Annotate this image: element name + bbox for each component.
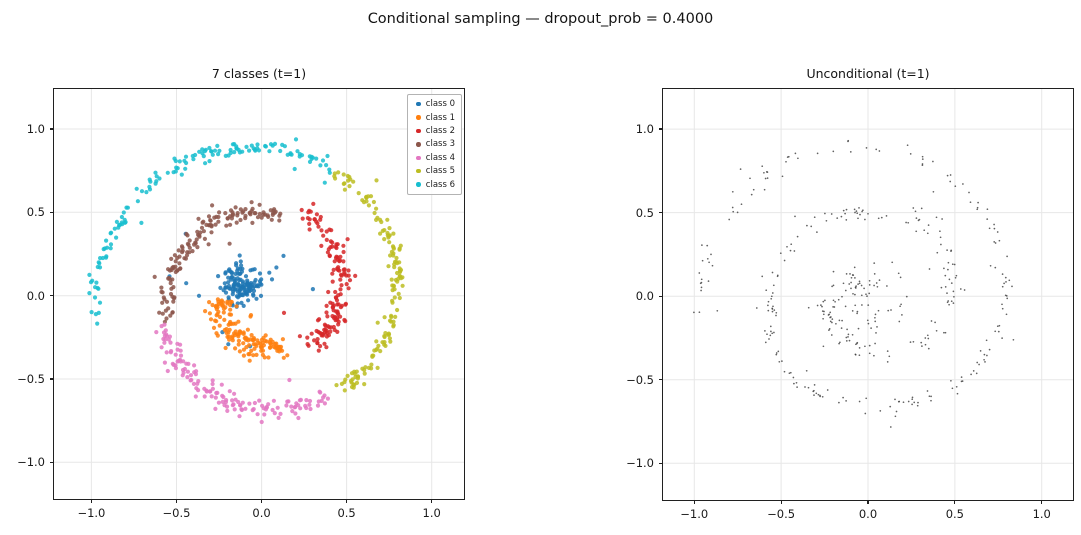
- y-tick-label: 0.5: [635, 205, 654, 220]
- legend-marker-icon: [416, 155, 421, 160]
- series-class-0: [167, 231, 315, 349]
- series-samples: [841, 262, 908, 330]
- legend-label: class 4: [425, 152, 455, 163]
- y-tick-label: 1.0: [635, 122, 654, 137]
- series-class-2: [281, 201, 358, 353]
- series-class-1: [203, 297, 290, 363]
- y-tick: [50, 128, 54, 130]
- gridlines: [663, 89, 1073, 500]
- y-tick-label: −1.0: [17, 455, 45, 470]
- legend-entry: class 1: [414, 111, 455, 123]
- x-tick-label: 0.0: [252, 506, 271, 520]
- y-tick-label: −1.0: [626, 456, 654, 471]
- figure-suptitle: Conditional sampling — dropout_prob = 0.…: [367, 11, 714, 27]
- y-tick-label: 0.0: [635, 289, 654, 304]
- x-tick: [346, 499, 348, 503]
- x-tick: [90, 499, 92, 503]
- y-tick: [659, 295, 663, 297]
- series-class-4: [154, 322, 330, 425]
- x-tick: [954, 500, 956, 504]
- y-tick: [50, 461, 54, 463]
- series-class-5: [332, 170, 405, 393]
- scatter-canvas-unconditional: [663, 89, 1073, 500]
- x-tick-label: −1.0: [77, 506, 106, 520]
- series-samples: [946, 174, 1015, 395]
- legend-entry: class 2: [414, 125, 455, 137]
- x-tick-label: −1.0: [680, 507, 709, 521]
- y-tick-label: −0.5: [17, 372, 45, 386]
- subplot-unconditional: Unconditional (t=1) −1.0 −0.5 0.0 0.5 1.0 −1.…: [626, 66, 1074, 521]
- x-tick-label: 0.5: [945, 507, 965, 521]
- legend-entry: class 5: [414, 165, 455, 177]
- x-tick-label: 1.0: [1032, 507, 1051, 521]
- y-tick-label: −0.5: [626, 372, 654, 387]
- legend: class 0 class 1 class 2 class 3 class 4 class…: [407, 94, 462, 195]
- x-tick: [175, 499, 178, 503]
- legend-marker-icon: [416, 128, 421, 134]
- series-samples: [807, 298, 891, 363]
- scatter-canvas-conditional: [54, 89, 464, 499]
- y-tick: [659, 462, 663, 464]
- x-tick: [693, 500, 695, 504]
- y-tick: [659, 379, 663, 381]
- legend-label: class 5: [425, 166, 455, 177]
- x-tick: [1041, 500, 1043, 504]
- legend-entry: class 6: [414, 178, 455, 190]
- x-tick: [867, 500, 869, 504]
- series-class-6: [87, 137, 332, 326]
- y-tick: [659, 212, 663, 214]
- y-tick-label: 1.0: [26, 122, 45, 136]
- legend-entry: class 0: [414, 98, 455, 110]
- y-tick-label: 0.0: [26, 288, 45, 303]
- subplot-conditional: 7 classes (t=1) class 0 class 1 class 2 cla…: [17, 66, 465, 520]
- series-class-3: [152, 200, 283, 324]
- x-tick-label: −0.5: [767, 507, 796, 521]
- legend-marker-icon: [416, 168, 421, 174]
- series-samples: [693, 139, 934, 314]
- x-tick-label: −0.5: [162, 506, 191, 520]
- legend-label: class 1: [425, 112, 455, 123]
- x-tick: [780, 500, 782, 504]
- x-tick-label: 1.0: [422, 506, 441, 520]
- legend-marker-icon: [416, 142, 421, 147]
- legend-label: class 6: [425, 179, 455, 190]
- y-tick-label: 0.5: [26, 205, 45, 220]
- legend-marker-icon: [416, 182, 421, 187]
- subplot-conditional-title: 7 classes (t=1): [211, 66, 307, 81]
- series-samples: [831, 266, 879, 308]
- x-tick: [260, 499, 263, 503]
- x-tick-label: 0.5: [337, 506, 356, 520]
- legend-entry: class 4: [414, 152, 455, 164]
- legend-label: class 0: [425, 99, 455, 110]
- y-tick: [50, 211, 54, 213]
- legend-label: class 3: [425, 139, 455, 150]
- legend-label: class 2: [425, 125, 455, 136]
- y-tick: [50, 295, 54, 297]
- legend-marker-icon: [416, 115, 421, 120]
- legend-entry: class 3: [414, 138, 455, 150]
- y-tick: [50, 378, 54, 380]
- series-samples: [891, 190, 966, 350]
- x-tick: [431, 499, 433, 503]
- series-samples: [755, 207, 888, 317]
- y-tick: [659, 128, 663, 130]
- legend-marker-icon: [416, 101, 421, 107]
- series-samples: [764, 325, 932, 428]
- x-tick-label: 0.0: [858, 507, 878, 521]
- subplot-unconditional-title: Unconditional (t=1): [806, 66, 930, 81]
